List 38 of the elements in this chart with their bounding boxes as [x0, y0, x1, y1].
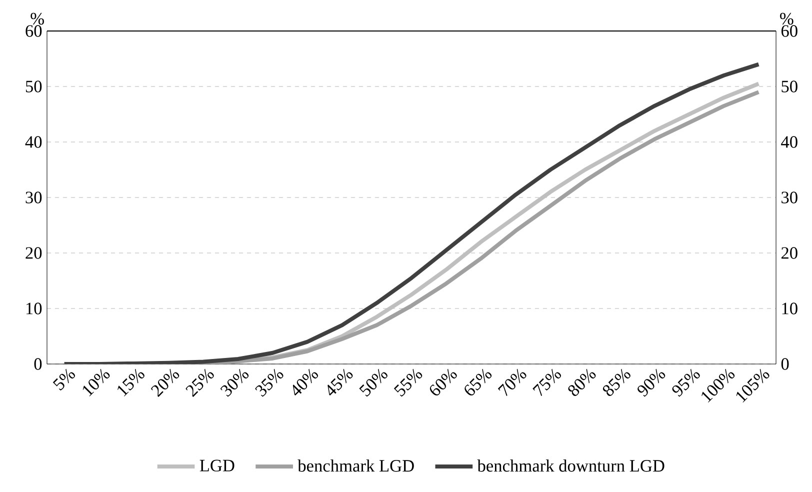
x-tick-label: 20% [150, 368, 180, 397]
x-tick-label: 50% [359, 368, 388, 397]
x-tick-label: 80% [568, 368, 596, 396]
legend-label: LGD [200, 460, 234, 472]
legend-label: benchmark LGD [298, 460, 414, 472]
y-tick-label: 20 [26, 247, 42, 259]
y2-tick-label: 0 [781, 358, 789, 370]
y-tick-label: 40 [25, 136, 42, 148]
x-tick-label: 95% [672, 368, 700, 397]
x-tick-label: 40% [292, 368, 318, 396]
x-tick-label: 15% [118, 368, 144, 396]
x-tick-label: 65% [464, 368, 492, 396]
x-tick-label: 45% [328, 368, 353, 396]
y2-tick-label: 50 [782, 80, 798, 92]
x-tick-label: 25% [186, 368, 214, 397]
y-axis-title: % [30, 12, 44, 25]
y-tick-label: 0 [34, 358, 42, 370]
y-tick-label: 10 [26, 302, 42, 314]
y2-tick-label: 60 [781, 25, 798, 37]
y2-axis-title: % [780, 12, 794, 25]
x-tick-label: 70% [498, 368, 526, 396]
y-tick-label: 60 [26, 25, 42, 37]
y-tick-label: 50 [26, 80, 42, 92]
x-tick-label: 10% [82, 368, 110, 396]
x-tick-label: 30% [220, 368, 249, 397]
x-tick-label: 35% [255, 368, 284, 397]
y2-tick-label: 10 [782, 302, 798, 314]
x-tick-label: 5% [52, 368, 75, 390]
legend-label: benchmark downturn LGD [477, 460, 664, 472]
x-tick-label: 60% [430, 368, 457, 396]
x-tick-label: 90% [638, 368, 666, 397]
y2-tick-label: 20 [781, 247, 798, 259]
y-tick-label: 30 [26, 192, 42, 204]
x-tick-label: 85% [602, 368, 630, 396]
x-tick-label: 75% [532, 368, 561, 396]
y2-tick-label: 40 [781, 136, 798, 148]
x-tick-label: 55% [394, 368, 422, 397]
y2-tick-label: 30 [782, 192, 798, 204]
